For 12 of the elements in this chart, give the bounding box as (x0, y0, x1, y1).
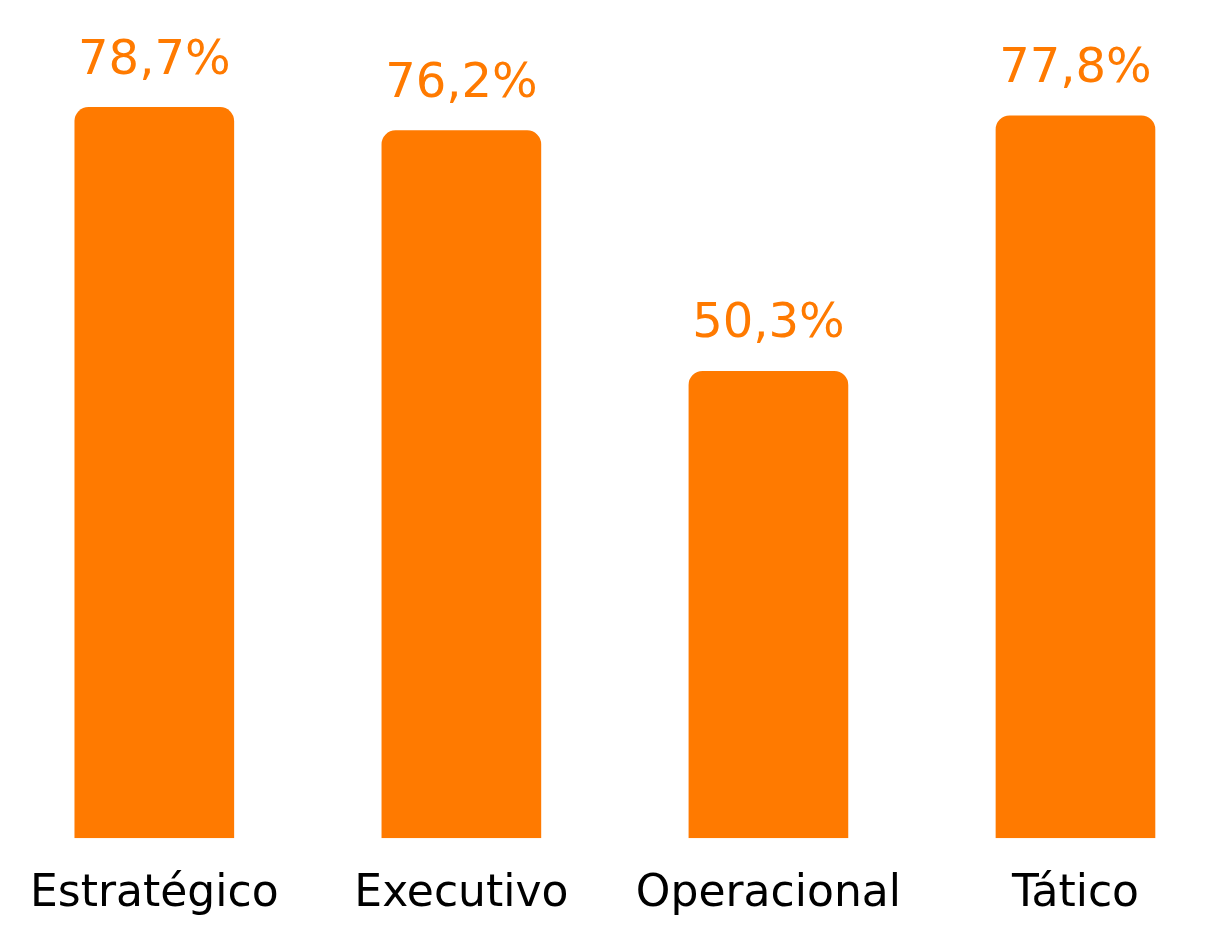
x-tick-label: Estratégico (30, 865, 279, 917)
data-label: 76,2% (385, 51, 538, 108)
x-tick-label: Operacional (635, 865, 901, 917)
data-label: 50,3% (692, 292, 845, 349)
data-label: 77,8% (999, 36, 1152, 93)
bar (995, 115, 1156, 839)
bar (688, 370, 849, 839)
x-tick-label: Tático (1010, 865, 1140, 917)
x-tick-label: Executivo (354, 865, 569, 917)
data-label: 78,7% (78, 28, 231, 85)
bar (74, 107, 235, 839)
bar (381, 130, 542, 839)
